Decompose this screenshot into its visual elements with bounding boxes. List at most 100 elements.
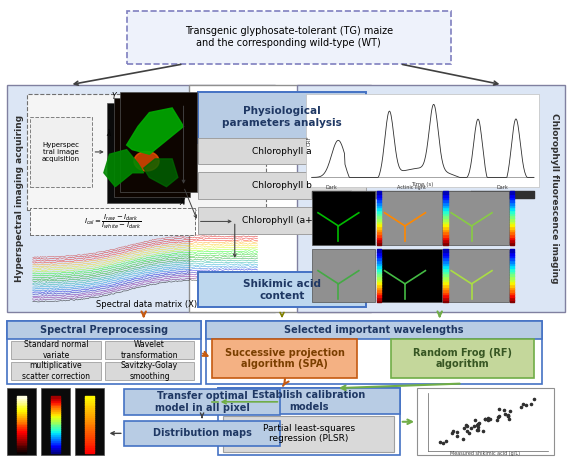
Polygon shape bbox=[144, 159, 178, 187]
Text: Chlorophyll (a+b): Chlorophyll (a+b) bbox=[242, 216, 322, 225]
Text: Shikimic acid
content: Shikimic acid content bbox=[243, 279, 321, 301]
Point bbox=[503, 412, 513, 420]
Text: λ: λ bbox=[106, 129, 110, 138]
FancyBboxPatch shape bbox=[7, 388, 35, 455]
Point bbox=[435, 438, 444, 445]
Point bbox=[505, 408, 514, 415]
FancyBboxPatch shape bbox=[107, 103, 184, 203]
Point bbox=[480, 415, 489, 423]
Text: Standard normal
variate: Standard normal variate bbox=[23, 341, 88, 360]
Point bbox=[473, 421, 482, 428]
FancyBboxPatch shape bbox=[30, 117, 93, 187]
Point bbox=[441, 438, 450, 445]
FancyBboxPatch shape bbox=[198, 137, 366, 164]
FancyBboxPatch shape bbox=[105, 362, 194, 380]
Point bbox=[473, 422, 482, 429]
Text: Actinic light: Actinic light bbox=[397, 185, 426, 190]
Text: Chlorophyll fluorescence imaging: Chlorophyll fluorescence imaging bbox=[550, 113, 559, 283]
Text: Transfer optimal
model in all pixel: Transfer optimal model in all pixel bbox=[154, 391, 249, 413]
Text: Time (s): Time (s) bbox=[411, 182, 434, 187]
Text: Spectral data matrix (X): Spectral data matrix (X) bbox=[96, 300, 197, 309]
FancyBboxPatch shape bbox=[198, 272, 366, 307]
Text: $I_{cal}=\dfrac{I_{raw}-I_{dark}}{I_{white}-I_{dark}}$: $I_{cal}=\dfrac{I_{raw}-I_{dark}}{I_{whi… bbox=[84, 212, 141, 231]
Text: Dark: Dark bbox=[496, 185, 508, 190]
FancyBboxPatch shape bbox=[120, 92, 197, 192]
Text: Chlorophyll a: Chlorophyll a bbox=[252, 146, 312, 156]
Point bbox=[526, 400, 535, 408]
FancyBboxPatch shape bbox=[105, 341, 194, 359]
Text: Dark: Dark bbox=[325, 185, 337, 190]
Text: Y: Y bbox=[112, 92, 117, 101]
Text: Wavelet
transformation: Wavelet transformation bbox=[121, 341, 178, 360]
FancyBboxPatch shape bbox=[417, 388, 554, 455]
FancyBboxPatch shape bbox=[124, 421, 280, 446]
Point bbox=[492, 416, 501, 424]
FancyBboxPatch shape bbox=[297, 85, 565, 312]
FancyBboxPatch shape bbox=[7, 321, 201, 339]
Text: Chlorophyll b: Chlorophyll b bbox=[252, 181, 312, 190]
Point bbox=[464, 429, 474, 437]
FancyBboxPatch shape bbox=[206, 321, 542, 384]
FancyBboxPatch shape bbox=[11, 341, 101, 359]
FancyBboxPatch shape bbox=[445, 192, 509, 245]
Point bbox=[481, 415, 490, 423]
Point bbox=[473, 420, 482, 427]
FancyBboxPatch shape bbox=[224, 416, 394, 452]
FancyBboxPatch shape bbox=[126, 11, 451, 64]
Point bbox=[499, 406, 509, 414]
Point bbox=[470, 422, 479, 430]
Point bbox=[484, 414, 493, 422]
Text: CRF: CRF bbox=[306, 135, 311, 146]
FancyBboxPatch shape bbox=[218, 388, 400, 455]
Point bbox=[453, 429, 462, 436]
Text: Establish calibration
models: Establish calibration models bbox=[252, 391, 366, 412]
Text: Spectral Preprocessing: Spectral Preprocessing bbox=[40, 325, 168, 335]
Point bbox=[494, 414, 503, 421]
FancyBboxPatch shape bbox=[7, 85, 275, 312]
Point bbox=[462, 422, 471, 429]
Point bbox=[530, 396, 539, 403]
Point bbox=[474, 419, 483, 427]
Point bbox=[452, 432, 462, 439]
Text: Hyperspectral imaging acquiring: Hyperspectral imaging acquiring bbox=[15, 115, 24, 282]
FancyBboxPatch shape bbox=[30, 207, 195, 235]
Point bbox=[494, 412, 503, 420]
Point bbox=[459, 435, 468, 443]
Point bbox=[448, 427, 457, 435]
Point bbox=[486, 416, 495, 423]
Point bbox=[439, 439, 448, 446]
FancyBboxPatch shape bbox=[7, 321, 201, 384]
Point bbox=[472, 426, 481, 433]
Point bbox=[459, 424, 468, 432]
Point bbox=[462, 421, 471, 429]
Point bbox=[500, 411, 510, 418]
Point bbox=[518, 400, 527, 408]
FancyBboxPatch shape bbox=[445, 249, 509, 302]
FancyBboxPatch shape bbox=[206, 321, 542, 339]
Point bbox=[463, 427, 472, 434]
Point bbox=[521, 402, 530, 409]
FancyBboxPatch shape bbox=[198, 207, 366, 234]
FancyBboxPatch shape bbox=[41, 388, 70, 455]
Text: Distribution maps: Distribution maps bbox=[153, 428, 252, 439]
Text: Transgenic glyphosate-tolerant (TG) maize
and the corresponding wild-type (WT): Transgenic glyphosate-tolerant (TG) maiz… bbox=[185, 27, 393, 48]
Text: Physiological
parameters analysis: Physiological parameters analysis bbox=[222, 106, 341, 128]
Text: Partial least-squares
regression (PLSR): Partial least-squares regression (PLSR) bbox=[263, 424, 355, 443]
FancyBboxPatch shape bbox=[306, 94, 539, 187]
Point bbox=[474, 426, 483, 434]
Text: Hyperspec
tral image
acquisition: Hyperspec tral image acquisition bbox=[42, 142, 80, 162]
FancyBboxPatch shape bbox=[312, 192, 375, 245]
FancyBboxPatch shape bbox=[198, 92, 366, 143]
FancyBboxPatch shape bbox=[378, 249, 442, 302]
Point bbox=[479, 428, 488, 435]
Point bbox=[484, 416, 493, 424]
Point bbox=[447, 430, 456, 437]
Point bbox=[517, 404, 526, 411]
Polygon shape bbox=[134, 151, 159, 171]
FancyBboxPatch shape bbox=[212, 339, 357, 378]
FancyBboxPatch shape bbox=[189, 85, 371, 312]
FancyBboxPatch shape bbox=[76, 388, 104, 455]
Point bbox=[494, 405, 503, 413]
Polygon shape bbox=[126, 108, 184, 154]
Text: Selected important wavelengths: Selected important wavelengths bbox=[284, 325, 464, 335]
